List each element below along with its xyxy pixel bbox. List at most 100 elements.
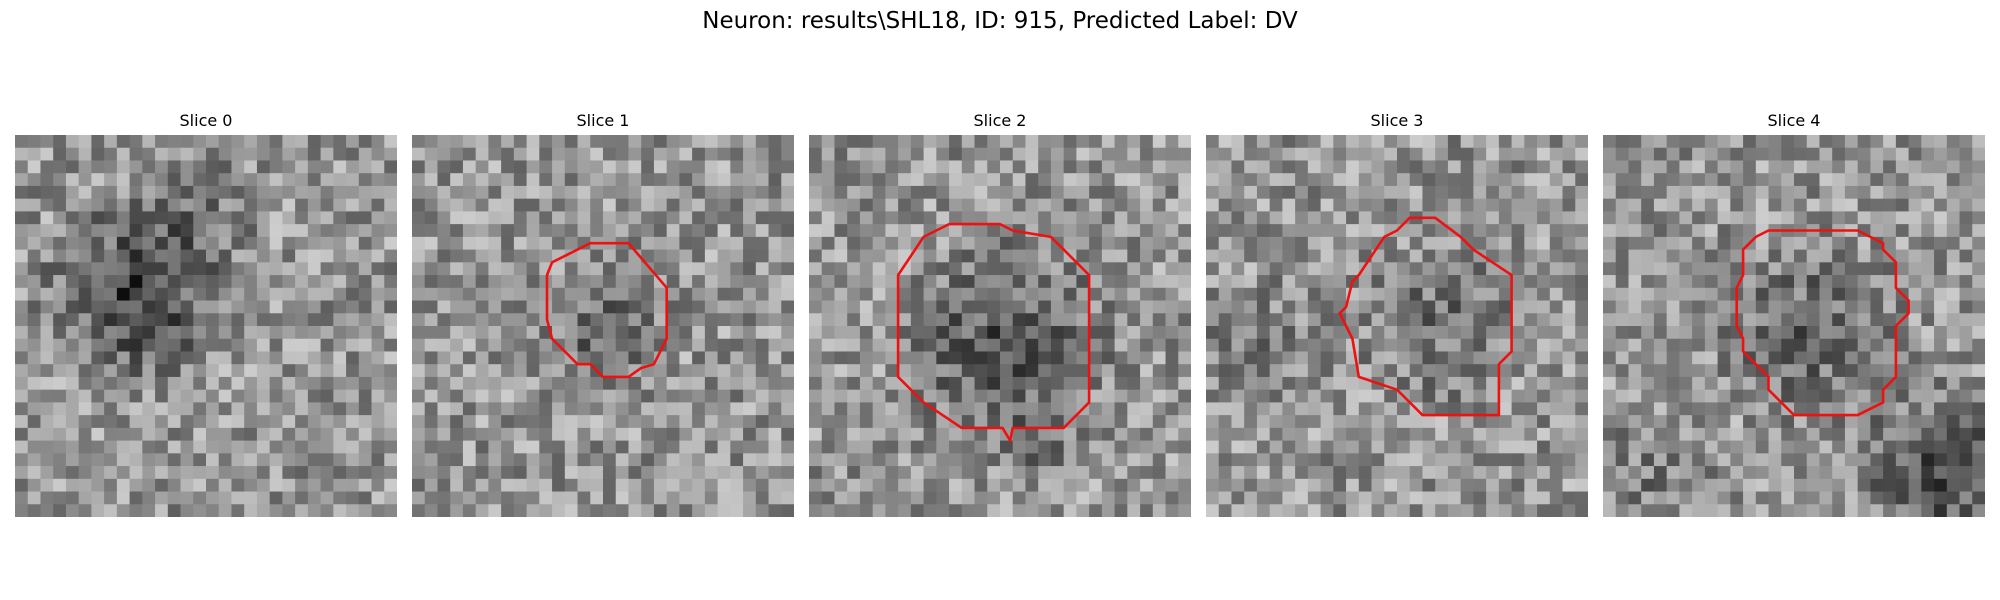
pixel: [641, 160, 655, 174]
pixel: [1089, 326, 1103, 340]
pixel: [1679, 338, 1693, 352]
pixel: [755, 160, 769, 174]
pixel: [1101, 287, 1115, 301]
pixel: [1486, 364, 1500, 378]
pixel: [1231, 249, 1245, 263]
pixel: [923, 376, 937, 391]
pixel: [1653, 300, 1668, 314]
pixel: [910, 478, 924, 492]
pixel: [936, 504, 950, 517]
pixel: [539, 147, 553, 161]
pixel: [1409, 478, 1423, 492]
pixel: [1025, 262, 1039, 276]
pixel: [1844, 236, 1859, 250]
pixel: [1178, 236, 1191, 250]
pixel: [1140, 211, 1154, 225]
pixel: [898, 440, 912, 454]
pixel: [1768, 262, 1782, 276]
pixel: [27, 389, 41, 403]
pixel: [743, 427, 757, 441]
pixel: [462, 466, 477, 480]
pixel: [27, 224, 41, 238]
pixel: [1628, 478, 1642, 492]
pixel: [358, 236, 372, 250]
pixel: [437, 402, 451, 416]
pixel: [1473, 313, 1487, 327]
pixel: [1549, 185, 1563, 200]
pixel: [564, 466, 578, 480]
pixel: [1165, 415, 1179, 429]
pixel: [743, 313, 757, 327]
pixel: [1832, 198, 1846, 212]
pixel: [1743, 211, 1757, 225]
pixel: [437, 249, 451, 263]
pixel: [1575, 224, 1588, 238]
pixel: [193, 364, 207, 378]
pixel: [155, 300, 169, 314]
pixel: [1460, 326, 1474, 340]
pixel: [320, 440, 334, 454]
pixel: [358, 351, 372, 365]
pixel: [1076, 300, 1090, 314]
pixel: [320, 338, 334, 352]
pixel: [1473, 211, 1487, 225]
pixel: [949, 211, 963, 225]
pixel: [40, 287, 54, 301]
pixel: [333, 326, 347, 340]
pixel: [1089, 147, 1103, 161]
pixel: [437, 351, 451, 365]
pixel: [1140, 262, 1154, 276]
pixel: [1114, 173, 1128, 187]
pixel: [1101, 478, 1115, 492]
pixel: [1857, 415, 1871, 429]
pixel: [1333, 326, 1347, 340]
pixel: [526, 478, 540, 492]
pixel: [743, 402, 757, 416]
pixel: [821, 224, 835, 238]
pixel: [1371, 300, 1385, 314]
pixel: [78, 160, 92, 174]
pixel: [320, 326, 334, 340]
pixel: [1282, 262, 1296, 276]
pixel: [730, 427, 744, 441]
pixel: [1575, 249, 1588, 263]
pixel: [462, 326, 477, 340]
pixel: [1114, 504, 1128, 517]
pixel: [821, 478, 835, 492]
pixel: [206, 185, 220, 200]
pixel: [155, 478, 169, 492]
pixel: [450, 491, 464, 505]
pixel: [1549, 351, 1563, 365]
pixel: [40, 326, 54, 340]
pixel: [859, 376, 874, 391]
pixel: [384, 326, 397, 340]
pixel: [1346, 313, 1360, 327]
pixel: [1178, 300, 1191, 314]
pixel: [1050, 185, 1065, 200]
pixel: [1628, 453, 1642, 467]
pixel: [1012, 275, 1026, 289]
pixel: [1206, 300, 1220, 314]
pixel: [129, 351, 143, 365]
pixel: [155, 389, 169, 403]
pixel: [1704, 275, 1718, 289]
pixel: [1679, 351, 1693, 365]
pixel: [1768, 453, 1782, 467]
pixel: [1870, 262, 1884, 276]
pixel: [641, 262, 655, 276]
pixel: [1409, 351, 1423, 365]
pixel: [256, 173, 271, 187]
pixel: [1806, 338, 1820, 352]
pixel: [1012, 389, 1026, 403]
pixel: [847, 453, 861, 467]
pixel: [65, 389, 80, 403]
pixel: [1832, 427, 1846, 441]
pixel: [1679, 466, 1693, 480]
pixel: [295, 389, 309, 403]
pixel: [333, 402, 347, 416]
pixel: [1934, 185, 1948, 200]
pixel: [1165, 466, 1179, 480]
pixel: [552, 147, 566, 161]
pixel: [1692, 338, 1706, 352]
pixel: [180, 326, 194, 340]
